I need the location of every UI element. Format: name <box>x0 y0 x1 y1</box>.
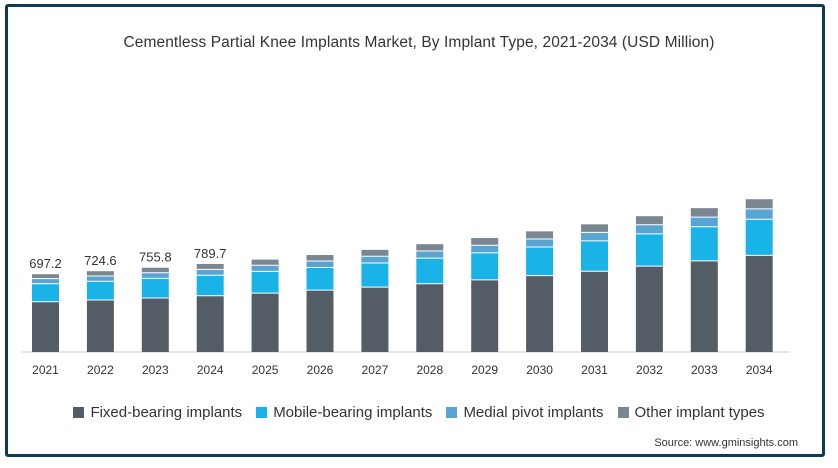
legend-label: Fixed-bearing implants <box>90 404 243 421</box>
x-tick-label-2031: 2031 <box>581 363 608 377</box>
bar-segment-medial-pivot-implants-2025 <box>251 265 279 272</box>
bar-segment-other-implant-types-2030 <box>526 231 554 239</box>
legend-item-medial-pivot-implants: Medial pivot implants <box>446 404 604 421</box>
bar-segment-medial-pivot-implants-2026 <box>306 261 334 268</box>
bar-segment-other-implant-types-2033 <box>690 208 718 218</box>
x-tick-label-2026: 2026 <box>307 363 334 377</box>
x-tick-label-2033: 2033 <box>691 363 718 377</box>
bar-segment-fixed-bearing-implants-2021 <box>32 301 59 352</box>
bar-segment-medial-pivot-implants-2021 <box>32 278 59 284</box>
bar-segment-fixed-bearing-implants-2034 <box>745 255 773 352</box>
x-tick-label-2027: 2027 <box>362 363 389 377</box>
bar-segment-other-implant-types-2024 <box>196 263 224 270</box>
total-label-2023: 755.8 <box>139 250 172 265</box>
bar-segment-other-implant-types-2032 <box>635 216 663 225</box>
bar-segment-fixed-bearing-implants-2023 <box>141 297 169 352</box>
bar-segment-mobile-bearing-implants-2024 <box>196 275 224 296</box>
legend-item-fixed-bearing-implants: Fixed-bearing implants <box>73 404 242 421</box>
bar-segment-mobile-bearing-implants-2029 <box>471 252 499 280</box>
bar-segment-mobile-bearing-implants-2021 <box>32 283 59 302</box>
legend-swatch <box>73 407 85 418</box>
legend-item-mobile-bearing-implants: Mobile-bearing implants <box>256 404 432 421</box>
bar-segment-other-implant-types-2028 <box>416 244 444 252</box>
bar-segment-fixed-bearing-implants-2032 <box>635 266 663 352</box>
bar-segment-mobile-bearing-implants-2032 <box>635 233 663 267</box>
bar-segment-fixed-bearing-implants-2029 <box>471 279 499 352</box>
bar-segment-fixed-bearing-implants-2024 <box>196 295 224 352</box>
x-tick-label-2021: 2021 <box>32 363 59 377</box>
bar-segment-mobile-bearing-implants-2026 <box>306 267 334 291</box>
bar-segment-other-implant-types-2025 <box>251 259 279 266</box>
legend-swatch <box>256 407 268 418</box>
bar-segment-mobile-bearing-implants-2022 <box>86 281 114 300</box>
bar-segment-medial-pivot-implants-2032 <box>635 224 663 234</box>
total-label-2021: 697.2 <box>29 256 62 271</box>
bar-segment-medial-pivot-implants-2033 <box>690 217 718 227</box>
legend-swatch <box>617 407 629 418</box>
x-tick-label-2034: 2034 <box>746 363 773 377</box>
bar-segment-fixed-bearing-implants-2026 <box>306 290 334 352</box>
x-tick-label-2030: 2030 <box>526 363 553 377</box>
bar-segment-fixed-bearing-implants-2022 <box>86 299 114 352</box>
bar-segment-fixed-bearing-implants-2031 <box>581 271 608 352</box>
bar-segment-mobile-bearing-implants-2023 <box>141 278 169 298</box>
legend-item-other-implant-types: Other implant types <box>617 404 765 421</box>
source-note: Source: www.gminsights.com <box>654 437 798 449</box>
bar-segment-mobile-bearing-implants-2033 <box>690 226 718 261</box>
bar-segment-medial-pivot-implants-2024 <box>196 269 224 276</box>
bar-segment-fixed-bearing-implants-2028 <box>416 283 444 352</box>
bar-segment-other-implant-types-2022 <box>86 271 114 277</box>
bar-segment-medial-pivot-implants-2030 <box>526 238 554 247</box>
chart-legend: Fixed-bearing implants Mobile-bearing imp… <box>0 404 838 421</box>
legend-swatch <box>446 407 458 418</box>
legend-label: Mobile-bearing implants <box>273 404 433 421</box>
total-label-2022: 724.6 <box>84 253 117 268</box>
legend-label: Medial pivot implants <box>463 404 604 421</box>
bar-segment-medial-pivot-implants-2028 <box>416 251 444 259</box>
bar-segment-medial-pivot-implants-2031 <box>581 232 608 241</box>
total-label-2024: 789.7 <box>194 246 227 261</box>
bar-segment-mobile-bearing-implants-2027 <box>361 263 389 288</box>
bar-segment-mobile-bearing-implants-2031 <box>581 240 608 272</box>
bar-segment-other-implant-types-2029 <box>471 238 499 246</box>
bar-segment-other-implant-types-2026 <box>306 255 334 262</box>
x-tick-label-2024: 2024 <box>197 363 224 377</box>
x-tick-label-2028: 2028 <box>416 363 443 377</box>
bar-segment-medial-pivot-implants-2022 <box>86 276 114 282</box>
bar-segment-fixed-bearing-implants-2025 <box>251 293 279 352</box>
chart-frame <box>5 4 825 457</box>
bar-segment-other-implant-types-2031 <box>581 224 608 233</box>
bar-segment-mobile-bearing-implants-2025 <box>251 271 279 294</box>
legend-label: Other implant types <box>634 404 765 421</box>
bar-segment-medial-pivot-implants-2027 <box>361 256 389 264</box>
bar-segment-mobile-bearing-implants-2034 <box>745 219 773 256</box>
bar-segment-mobile-bearing-implants-2028 <box>416 258 444 284</box>
bar-segment-other-implant-types-2023 <box>141 267 169 273</box>
bar-segment-medial-pivot-implants-2023 <box>141 272 169 279</box>
x-tick-label-2022: 2022 <box>87 363 114 377</box>
bar-segment-other-implant-types-2027 <box>361 249 389 257</box>
x-tick-label-2025: 2025 <box>252 363 279 377</box>
bar-segment-other-implant-types-2034 <box>745 199 773 209</box>
bar-segment-fixed-bearing-implants-2033 <box>690 260 718 352</box>
chart-title: Cementless Partial Knee Implants Market,… <box>123 34 715 51</box>
bar-segment-other-implant-types-2021 <box>32 274 59 279</box>
bar-segment-medial-pivot-implants-2029 <box>471 245 499 253</box>
bar-segment-mobile-bearing-implants-2030 <box>526 246 554 276</box>
bar-segment-fixed-bearing-implants-2027 <box>361 287 389 352</box>
x-tick-label-2023: 2023 <box>142 363 169 377</box>
x-tick-label-2032: 2032 <box>636 363 663 377</box>
bar-segment-medial-pivot-implants-2034 <box>745 208 773 220</box>
bar-segment-fixed-bearing-implants-2030 <box>526 275 554 352</box>
x-tick-label-2029: 2029 <box>471 363 498 377</box>
